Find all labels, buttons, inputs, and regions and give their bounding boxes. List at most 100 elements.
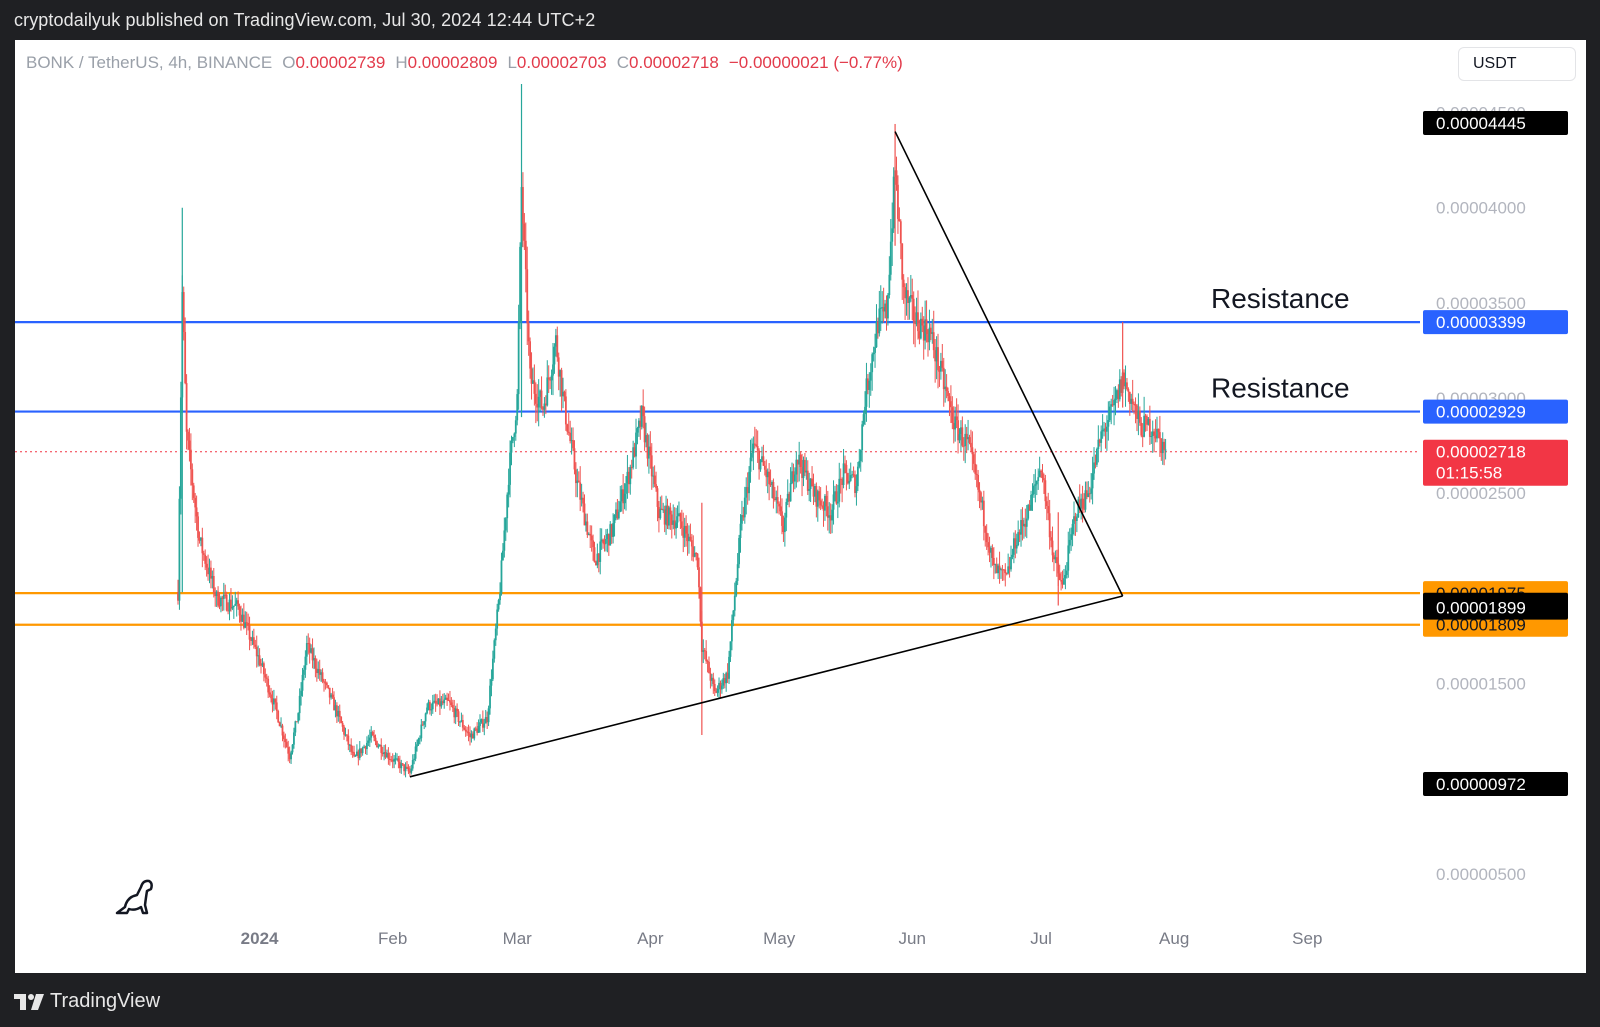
candle-body-384 xyxy=(726,672,729,679)
trendlines xyxy=(409,131,1124,778)
candle-body-387 xyxy=(731,620,733,642)
candle-body-392 xyxy=(738,537,740,565)
candle-body-302 xyxy=(609,524,612,546)
candle-body-157 xyxy=(401,763,404,765)
candle-body-239 xyxy=(519,246,521,323)
candle-body-540 xyxy=(950,401,952,408)
candle-body-69 xyxy=(275,702,278,711)
candle-body-545 xyxy=(957,420,959,441)
candle-body-417 xyxy=(773,498,776,501)
candle-body-661 xyxy=(1123,372,1125,387)
candle-body-473 xyxy=(854,474,856,494)
candle-body-93 xyxy=(310,648,313,653)
candle-body-451 xyxy=(822,505,825,511)
candle-body-234 xyxy=(512,436,514,441)
candle-body-167 xyxy=(416,744,418,747)
candle-body-487 xyxy=(874,347,876,353)
candle-body-15 xyxy=(198,537,201,541)
candle-body-107 xyxy=(330,694,333,698)
candle-body-210 xyxy=(477,725,480,733)
candle-body-667 xyxy=(1131,398,1134,404)
candle-body-17 xyxy=(201,537,204,554)
candle-body-270 xyxy=(563,391,566,397)
candle-body-662 xyxy=(1124,382,1127,387)
candle-body-431 xyxy=(793,474,796,482)
symbol-legend: BONK / TetherUS, 4h, BINANCE O0.00002739 H… xyxy=(26,53,903,73)
candle-body-382 xyxy=(723,678,726,684)
candle-body-440 xyxy=(806,470,809,491)
currency-button[interactable]: USDT xyxy=(1458,47,1576,81)
candle-body-334 xyxy=(655,484,657,489)
candle-body-421 xyxy=(779,506,782,512)
candle-body-57 xyxy=(258,655,261,665)
candle-body-475 xyxy=(856,466,859,487)
candle-body-592 xyxy=(1024,523,1027,527)
candle-body-353 xyxy=(682,527,685,538)
x-tick-label-5: Jun xyxy=(899,929,926,948)
candle-body-104 xyxy=(325,682,328,686)
candle-body-466 xyxy=(844,463,846,465)
candle-body-599 xyxy=(1034,484,1037,486)
open-key: O xyxy=(282,53,296,72)
y-tick-label-5: 0.00001500 xyxy=(1436,675,1526,694)
candle-body-224 xyxy=(497,600,500,610)
candle-body-594 xyxy=(1027,504,1030,519)
candle-body-665 xyxy=(1128,391,1131,404)
candle-body-5 xyxy=(184,332,187,384)
candle-body-391 xyxy=(736,564,739,581)
candle-body-177 xyxy=(430,709,433,711)
candle-body-369 xyxy=(705,651,708,662)
candle-body-351 xyxy=(679,513,682,522)
candle-body-230 xyxy=(506,494,509,519)
change-value: −0.00000021 (−0.77%) xyxy=(728,53,903,72)
candle-body-547 xyxy=(960,427,962,435)
price-chart[interactable]: Resistance Resistance 2024 Feb Mar Apr May Jun… xyxy=(15,40,1586,973)
candle-body-650 xyxy=(1107,420,1110,427)
candle-body-654 xyxy=(1113,399,1115,406)
candle-body-134 xyxy=(368,737,371,741)
candle-body-184 xyxy=(440,701,443,707)
candle-body-274 xyxy=(569,432,572,442)
candle-body-443 xyxy=(811,478,813,487)
candle-body-516 xyxy=(915,312,918,325)
candle-body-676 xyxy=(1144,415,1147,417)
candle-body-595 xyxy=(1028,504,1031,511)
candle-body-211 xyxy=(479,722,481,726)
candle-body-678 xyxy=(1147,418,1150,425)
candle-body-313 xyxy=(625,483,627,494)
candle-body-303 xyxy=(610,524,613,537)
candle-body-339 xyxy=(662,509,665,511)
candle-body-579 xyxy=(1005,573,1008,575)
candle-body-338 xyxy=(660,508,663,511)
candle-body-467 xyxy=(845,464,848,474)
candle-body-148 xyxy=(388,759,391,761)
x-tick-label-2: Mar xyxy=(503,929,533,948)
candle-body-91 xyxy=(307,643,310,645)
candle-body-512 xyxy=(909,295,912,298)
candle-body-621 xyxy=(1065,570,1068,575)
candle-body-194 xyxy=(454,708,457,718)
candle-body-138 xyxy=(374,737,377,742)
candle-body-102 xyxy=(323,681,325,683)
candle-body-246 xyxy=(529,341,531,369)
candle-body-26 xyxy=(214,592,217,597)
candle-body-647 xyxy=(1103,428,1105,430)
candle-body-67 xyxy=(272,698,275,705)
candle-body-123 xyxy=(353,752,355,756)
candle-body-614 xyxy=(1055,557,1058,564)
candle-body-574 xyxy=(998,565,1001,570)
candle-body-84 xyxy=(297,713,300,722)
chart-panel[interactable]: Resistance Resistance 2024 Feb Mar Apr May Jun… xyxy=(15,40,1586,973)
candle-body-445 xyxy=(814,486,816,497)
candle-body-256 xyxy=(543,403,546,410)
candle-body-336 xyxy=(658,506,660,519)
current-price-tag-label: 0.00002718 xyxy=(1436,443,1526,462)
candle-body-323 xyxy=(639,420,642,427)
candle-body-608 xyxy=(1047,506,1050,514)
candle-body-129 xyxy=(361,747,364,754)
candle-body-468 xyxy=(846,473,849,484)
candle-body-12 xyxy=(194,497,197,508)
candle-body-58 xyxy=(260,664,262,666)
candle-body-397 xyxy=(745,487,748,498)
candle-body-209 xyxy=(476,728,479,733)
